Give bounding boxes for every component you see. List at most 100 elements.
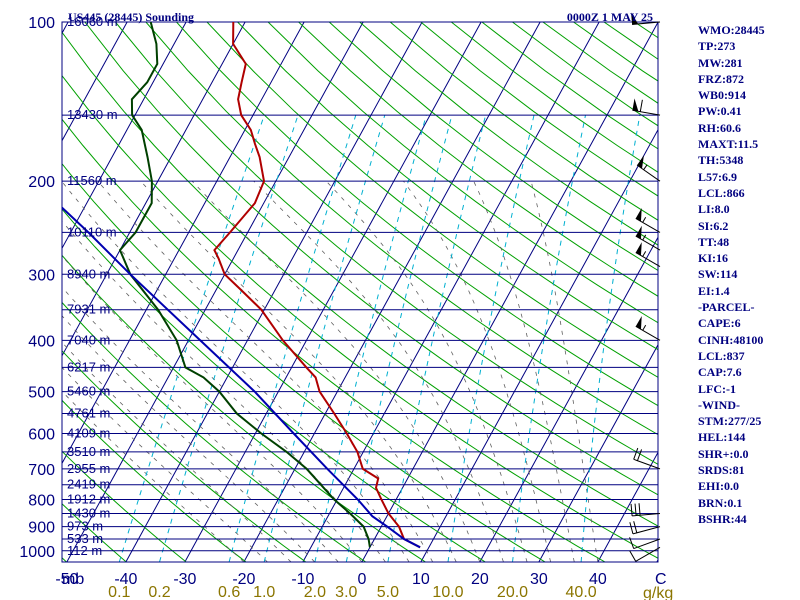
index-item: MAXT:11.5 bbox=[698, 137, 759, 152]
index-item: WB0:914 bbox=[698, 88, 746, 103]
height-label: 4761 m bbox=[67, 406, 110, 421]
moist-adiabat-line bbox=[140, 180, 457, 562]
stability-indices-list: WMO:28445 TP:273 MW:281 FRZ:872 WB0:914 PW:0.… bbox=[698, 22, 798, 527]
moist-adiabat-line bbox=[97, 180, 434, 562]
index-item: EI:1.4 bbox=[698, 283, 730, 298]
mixing-ratio-label: 40.0 bbox=[566, 584, 597, 600]
sounding-time: 0000Z 1 MAY 25 bbox=[567, 10, 653, 24]
dry-adiabat-line bbox=[62, 399, 247, 562]
index-item: KI:16 bbox=[698, 251, 728, 266]
dry-adiabat-line bbox=[115, 22, 658, 465]
mixing-ratio-label: 2.0 bbox=[304, 584, 326, 600]
moist-adiabat-line bbox=[326, 180, 528, 562]
mixing-ratio-label: 20.0 bbox=[497, 584, 528, 600]
height-label: 5460 m bbox=[67, 384, 110, 399]
moist-adiabat-line bbox=[62, 315, 315, 562]
temperature-tick-label: -30 bbox=[173, 571, 196, 588]
dry-adiabat-line bbox=[62, 254, 426, 562]
height-label: 112 m bbox=[67, 543, 102, 558]
mixing-ratio-line bbox=[447, 114, 535, 562]
pressure-tick-label: 600 bbox=[28, 427, 55, 444]
isotherm-line bbox=[361, 22, 658, 562]
mixing-ratio-unit-label: g/kg bbox=[643, 585, 673, 600]
wind-barb bbox=[629, 546, 661, 562]
dry-adiabat-line bbox=[84, 22, 658, 496]
index-item: TP:273 bbox=[698, 39, 736, 54]
isotherm-line bbox=[62, 22, 69, 35]
index-item: CINH:48100 bbox=[698, 332, 764, 347]
wind-barb bbox=[633, 447, 661, 470]
isobar-lines bbox=[62, 22, 658, 552]
height-label: 533 m bbox=[67, 531, 103, 546]
mixing-ratio-label: 1.0 bbox=[253, 584, 275, 600]
wind-barb bbox=[635, 208, 661, 233]
wind-barb bbox=[632, 98, 661, 116]
index-item: TH:5348 bbox=[698, 153, 744, 168]
isotherm-line bbox=[62, 22, 128, 142]
dry-adiabat-line bbox=[359, 22, 658, 246]
index-item: HEL:144 bbox=[698, 430, 746, 445]
mixing-ratio-line bbox=[314, 114, 427, 562]
temperature-tick-label: -20 bbox=[232, 571, 255, 588]
mixing-ratio-label: 0.2 bbox=[148, 584, 170, 600]
dry-adiabat-line bbox=[62, 557, 67, 562]
dry-adiabat-line bbox=[206, 22, 658, 378]
isotherm-line bbox=[243, 22, 541, 562]
index-item: LCL:866 bbox=[698, 185, 745, 200]
index-item: FRZ:872 bbox=[698, 71, 744, 86]
pressure-tick-label: 1000 bbox=[19, 544, 55, 561]
pressure-tick-label: 400 bbox=[28, 333, 55, 350]
isotherm-line bbox=[302, 22, 600, 562]
mixing-ratio-line bbox=[580, 115, 641, 562]
dry-adiabat-line bbox=[62, 450, 187, 562]
dry-adiabat-line bbox=[267, 22, 658, 324]
height-label: 3510 m bbox=[67, 444, 110, 459]
mixing-ratio-label: 0.6 bbox=[218, 584, 240, 600]
index-item: PW:0.41 bbox=[698, 104, 742, 119]
wind-barb bbox=[629, 537, 661, 550]
index-item: STM:277/25 bbox=[698, 414, 762, 429]
sounding-traces bbox=[62, 22, 421, 549]
dry-adiabat-line bbox=[62, 118, 606, 562]
moist-adiabat-line bbox=[62, 220, 386, 562]
dry-adiabat-line bbox=[62, 31, 658, 527]
mixing-ratio-label: 3.0 bbox=[335, 584, 357, 600]
pressure-tick-label: 300 bbox=[28, 267, 55, 284]
dry-adiabat-line bbox=[328, 22, 658, 271]
index-item: -PARCEL- bbox=[698, 300, 755, 315]
index-item: SHR+:0.0 bbox=[698, 446, 749, 461]
temperature-tick-label: -10 bbox=[291, 571, 314, 588]
dry-adiabat-line bbox=[62, 350, 307, 562]
height-label: 4109 m bbox=[67, 426, 110, 441]
moist-adiabat-line bbox=[403, 180, 552, 562]
index-item: WMO:28445 bbox=[698, 23, 765, 37]
isotherm-line bbox=[0, 22, 9, 562]
isotherm-line bbox=[420, 128, 658, 562]
index-item: MW:281 bbox=[698, 55, 743, 70]
index-item: TT:48 bbox=[698, 234, 730, 249]
mixing-ratio-line bbox=[387, 114, 487, 562]
temperature-tick-label: 40 bbox=[589, 571, 607, 588]
height-label: 13430 m bbox=[67, 107, 118, 122]
isotherm-line bbox=[62, 22, 187, 250]
wind-barb bbox=[635, 315, 661, 341]
mixing-ratio-label: 0.1 bbox=[108, 584, 130, 600]
temperature-tick-label: -40 bbox=[114, 571, 137, 588]
height-label: 973 m bbox=[67, 519, 103, 534]
height-label: 2955 m bbox=[67, 461, 110, 476]
index-item: EHI:0.0 bbox=[698, 479, 740, 494]
pressure-tick-label: 200 bbox=[28, 174, 55, 191]
isotherm-line bbox=[62, 22, 246, 357]
moist-adiabat-line bbox=[62, 181, 410, 562]
temperature-tick-label: 0 bbox=[357, 571, 366, 588]
height-label: 6217 m bbox=[67, 359, 110, 374]
dry-adiabat-line bbox=[237, 22, 658, 351]
index-item: CAPE:6 bbox=[698, 316, 741, 331]
isotherm-line bbox=[538, 343, 658, 562]
wind-barb bbox=[631, 12, 661, 25]
height-label: 1912 m bbox=[67, 492, 110, 507]
dry-adiabat-line bbox=[298, 22, 658, 297]
axis-labels: US445 (28445) Sounding 0000Z 1 MAY 25 mb… bbox=[19, 10, 673, 600]
height-label: 8940 m bbox=[67, 266, 110, 281]
pressure-tick-label: 700 bbox=[28, 462, 55, 479]
